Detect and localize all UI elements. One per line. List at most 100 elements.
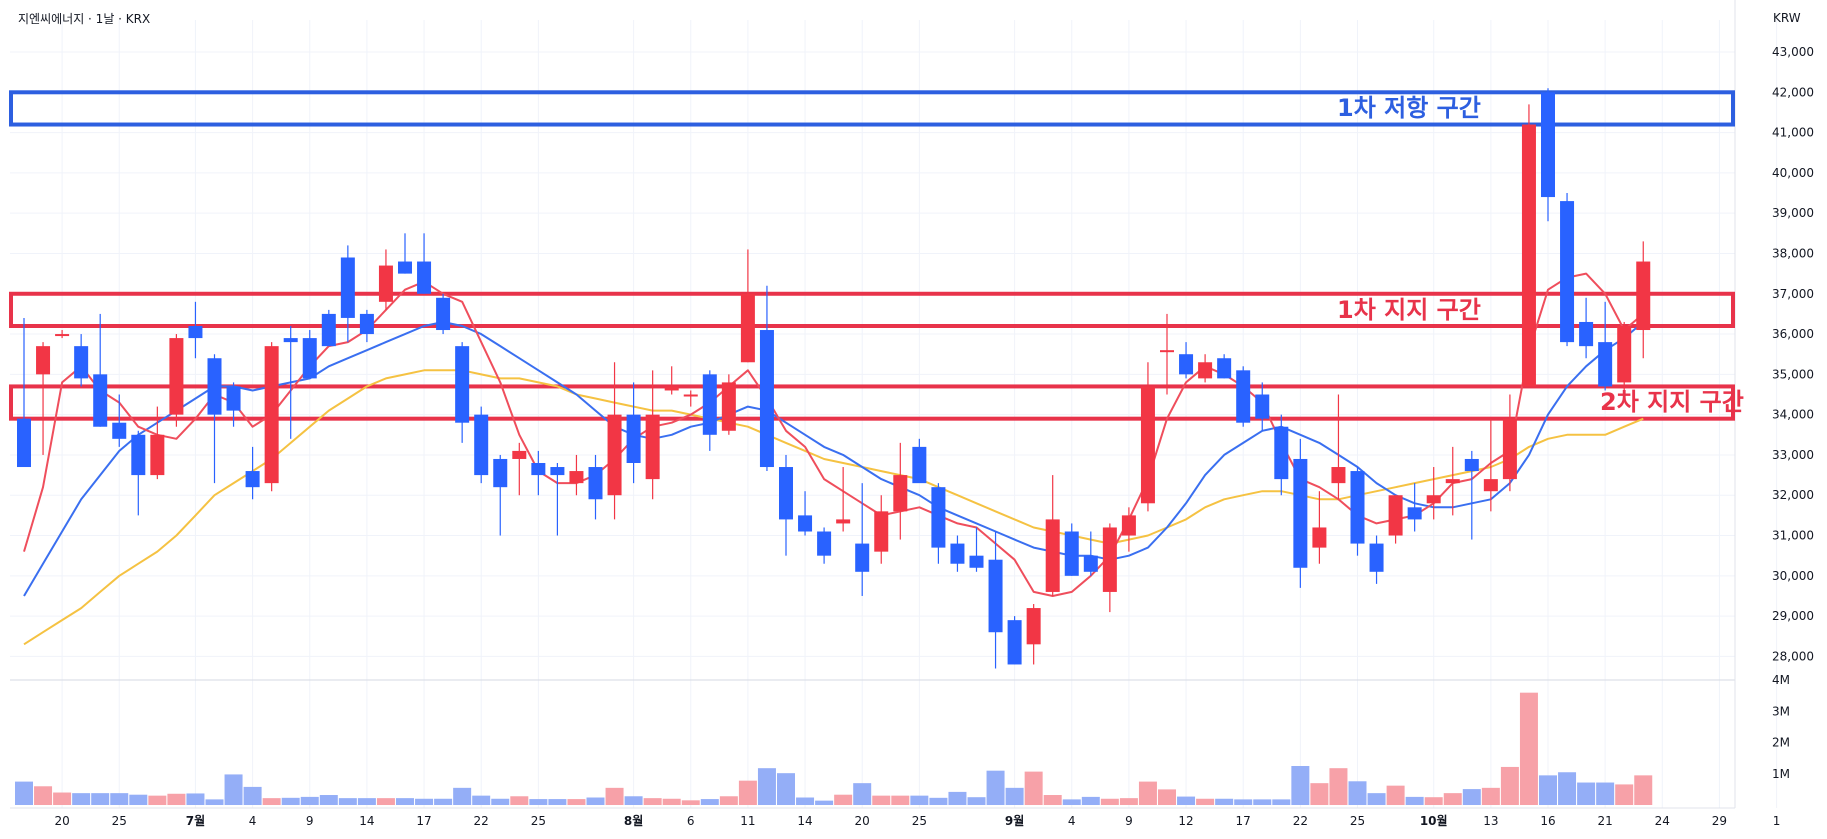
volume-bar	[529, 799, 548, 805]
candle-body	[626, 414, 641, 463]
time-tick-label: 14	[797, 814, 812, 828]
support-zone-label: 2차 지지 구간	[1600, 388, 1744, 416]
candle-body	[1045, 519, 1060, 592]
time-tick-label: 14	[359, 814, 374, 828]
candle-body	[1598, 342, 1613, 387]
time-tick-label: 10월	[1420, 813, 1448, 828]
support-zone-box	[9, 384, 1735, 421]
volume-bar	[72, 793, 91, 805]
candle-body	[493, 458, 508, 488]
candle-body	[1140, 386, 1155, 504]
candle-body	[874, 511, 889, 552]
price-tick-label: 33,000	[1772, 448, 1814, 462]
zone-boxes	[9, 90, 1735, 421]
volume-bar	[396, 798, 414, 805]
time-tick-label: 1	[1773, 814, 1781, 828]
currency-label[interactable]: KRW	[1773, 11, 1801, 25]
volume-bar	[1539, 775, 1557, 805]
candle-body	[988, 559, 1003, 633]
candle-body	[226, 386, 241, 411]
candle-body	[664, 386, 679, 391]
time-tick-label: 16	[1540, 814, 1555, 828]
price-axis[interactable]: 43,000 42,000 41,000 40,000 39,000 38,000 37,0…	[1772, 45, 1814, 663]
volume-bar	[510, 796, 529, 805]
time-tick-label: 17	[1236, 814, 1251, 828]
time-tick-label: 13	[1483, 814, 1498, 828]
volume-bar	[491, 798, 510, 805]
candle-body	[17, 418, 31, 468]
time-tick-label: 25	[112, 814, 127, 828]
price-tick-label: 41,000	[1772, 126, 1814, 140]
volume-bar	[224, 774, 243, 805]
time-tick-label: 9	[1125, 814, 1133, 828]
volume-tick-label: 1M	[1772, 767, 1790, 781]
volume-bar	[472, 795, 491, 805]
time-tick-label: 7월	[186, 813, 205, 828]
candle-body	[1426, 495, 1441, 504]
volume-bar	[262, 798, 281, 805]
volume-bar	[186, 793, 205, 805]
candle-body	[398, 261, 412, 274]
candle-body	[836, 519, 851, 524]
candle-body	[969, 555, 984, 568]
price-tick-label: 28,000	[1772, 649, 1814, 663]
volume-tick-label: 3M	[1772, 704, 1790, 718]
candle-body	[1350, 471, 1365, 544]
time-tick-label: 6	[687, 814, 695, 828]
time-tick-label: 20	[855, 814, 870, 828]
candle-body	[645, 414, 660, 480]
candle-body	[1179, 354, 1194, 375]
candle-body	[1445, 479, 1460, 484]
volume-bar	[167, 793, 186, 805]
time-tick-label: 25	[912, 814, 927, 828]
volume-bar	[281, 797, 300, 805]
volume-bar	[929, 797, 948, 805]
volume-bar	[815, 800, 834, 805]
ma-mid-line	[23, 321, 1644, 597]
time-tick-label: 22	[474, 814, 489, 828]
candle-body	[1521, 124, 1536, 387]
volume-tick-label: 2M	[1772, 736, 1790, 750]
price-tick-label: 30,000	[1772, 569, 1814, 583]
volume-bar	[1177, 796, 1196, 805]
volume-bar	[1043, 795, 1062, 805]
time-tick-label: 25	[531, 814, 546, 828]
volume-bar	[1596, 782, 1615, 805]
candle-body	[1255, 394, 1270, 419]
candle-body	[759, 330, 774, 468]
candle-body	[1102, 527, 1117, 592]
price-tick-label: 43,000	[1772, 45, 1814, 59]
volume-bar	[681, 800, 700, 805]
candle-body	[1636, 261, 1651, 331]
volume-bar	[700, 799, 719, 805]
volume-bar	[872, 795, 891, 805]
candle-body	[1198, 362, 1213, 379]
moving-averages	[23, 272, 1644, 646]
volume-bar	[1119, 798, 1138, 805]
candle-body	[683, 394, 698, 397]
candle-body	[455, 346, 470, 423]
volume-bar	[1196, 798, 1215, 805]
time-tick-label: 29	[1712, 814, 1727, 828]
price-tick-label: 35,000	[1772, 367, 1814, 381]
time-tick-label: 9월	[1005, 813, 1024, 828]
candle-body	[1331, 467, 1346, 484]
candle-body	[417, 261, 432, 294]
volume-bar	[777, 773, 795, 805]
candle-body	[1274, 426, 1289, 480]
candle-body	[436, 297, 451, 331]
volume-bar	[1253, 799, 1272, 805]
candle-body	[1007, 620, 1022, 665]
volume-bar	[605, 787, 624, 805]
zone-labels: 1차 저항 구간 1차 지지 구간 2차 지지 구간	[1337, 94, 1744, 416]
time-axis[interactable]: 20 25 7월 4 9 14 17 22 25 8월 6 11 14 20 25 9월 4 9 12 17 22 25 1…	[54, 813, 1780, 828]
volume-bar	[757, 768, 776, 805]
candle-body	[855, 543, 870, 572]
candle-body	[1617, 325, 1632, 383]
volume-bar	[891, 795, 910, 805]
volume-bar	[1481, 787, 1500, 805]
candle-body	[912, 446, 927, 484]
candle-body	[1083, 555, 1098, 572]
volume-bar	[738, 780, 757, 805]
